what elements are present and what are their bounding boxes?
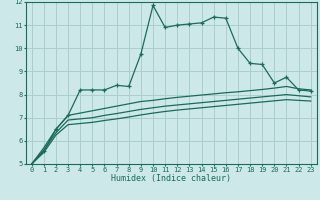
X-axis label: Humidex (Indice chaleur): Humidex (Indice chaleur) [111, 174, 231, 183]
